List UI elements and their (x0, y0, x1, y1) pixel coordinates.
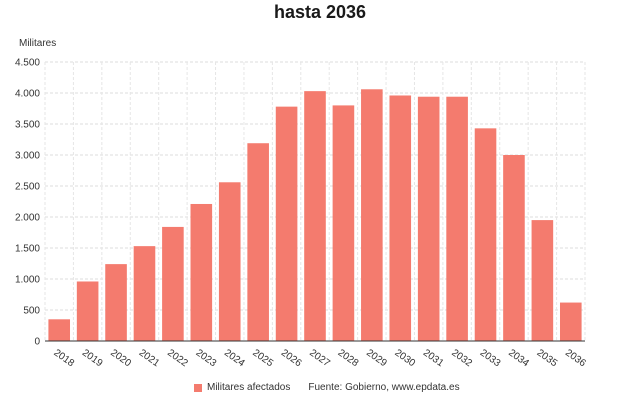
bar-2030 (389, 95, 412, 341)
bars (48, 89, 582, 342)
bar-2034 (503, 155, 525, 341)
x-tick-label: 2026 (279, 347, 304, 369)
bar-2025 (247, 143, 269, 341)
bar-2023 (190, 203, 213, 341)
bar-2036 (559, 302, 582, 341)
source-note: Fuente: Gobierno, www.epdata.es (308, 382, 460, 393)
bar-2035 (531, 220, 554, 341)
x-tick-label: 2028 (336, 347, 361, 369)
y-tick-label: 4.500 (15, 58, 40, 69)
x-tick-label: 2024 (222, 347, 247, 369)
x-tick-label: 2032 (449, 347, 474, 369)
x-tick-label: 2036 (563, 347, 588, 369)
x-tick-label: 2031 (421, 347, 446, 369)
bar-2033 (474, 128, 497, 341)
x-tick-label: 2020 (108, 347, 133, 369)
x-tick-label: 2025 (250, 347, 275, 369)
y-tick-label: 500 (23, 306, 40, 317)
x-tick-label: 2030 (393, 347, 418, 369)
x-tick-label: 2029 (364, 347, 389, 369)
y-tick-label: 2.500 (15, 182, 40, 193)
y-tick-label: 1.500 (15, 244, 40, 255)
bar-2032 (446, 96, 468, 341)
x-tick-label: 2034 (506, 347, 531, 369)
bar-2027 (304, 91, 326, 341)
x-tick-label: 2035 (535, 347, 560, 369)
x-tick-label: 2019 (80, 347, 105, 369)
y-tick-label: 4.000 (15, 89, 40, 100)
x-tick-label: 2018 (51, 347, 76, 369)
legend: Militares afectados Fuente: Gobierno, ww… (194, 382, 460, 393)
legend-swatch (194, 383, 202, 392)
y-axis-ticks: 0 500 1.000 1.500 2.000 2.500 3.000 3.500 4.000 4… (15, 58, 40, 348)
x-tick-label: 2021 (137, 347, 162, 369)
bar-2020 (105, 264, 127, 341)
bar-2029 (361, 89, 383, 341)
x-tick-label: 2023 (194, 347, 219, 369)
y-tick-label: 3.500 (15, 120, 40, 131)
y-tick-label: 2.000 (15, 213, 40, 224)
x-tick-label: 2022 (165, 347, 190, 369)
bar-2031 (417, 96, 440, 341)
y-axis-title: Militares (19, 38, 57, 49)
legend-label: Militares afectados (207, 382, 291, 393)
y-tick-label: 0 (34, 337, 40, 348)
bar-2024 (218, 182, 241, 341)
x-axis-ticks: 2018 2019 2020 2021 2022 2023 2024 2025 2026 2027… (51, 347, 587, 369)
chart-title: hasta 2036 (273, 2, 367, 22)
bar-2026 (275, 106, 298, 341)
y-tick-label: 3.000 (15, 151, 40, 162)
y-tick-label: 1.000 (15, 275, 40, 286)
bar-2028 (332, 105, 355, 342)
x-tick-label: 2033 (478, 347, 503, 369)
grid-lines (44, 61, 586, 341)
bar-2022 (162, 226, 184, 341)
bar-2019 (76, 281, 99, 341)
x-tick-label: 2027 (307, 347, 332, 369)
bar-2021 (133, 246, 156, 341)
bar-2018 (48, 319, 71, 341)
